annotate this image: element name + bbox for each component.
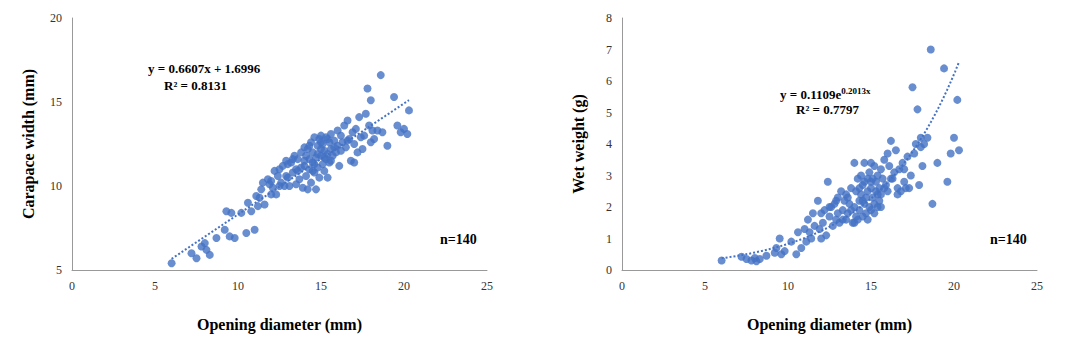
svg-text:15: 15 xyxy=(865,279,877,293)
svg-text:R² = 0.7797: R² = 0.7797 xyxy=(796,102,859,117)
svg-text:n=140: n=140 xyxy=(990,232,1027,247)
svg-text:Opening diameter (mm): Opening diameter (mm) xyxy=(747,316,912,334)
svg-text:25: 25 xyxy=(481,279,493,293)
svg-text:2: 2 xyxy=(606,200,612,214)
svg-text:4: 4 xyxy=(606,137,612,151)
svg-text:20: 20 xyxy=(948,279,960,293)
svg-text:y = 0.6607x + 1.6996: y = 0.6607x + 1.6996 xyxy=(148,61,261,76)
svg-text:3: 3 xyxy=(606,169,612,183)
svg-text:7: 7 xyxy=(606,43,612,57)
svg-text:10: 10 xyxy=(782,279,794,293)
svg-text:Carapace width (mm): Carapace width (mm) xyxy=(20,69,38,219)
svg-text:5: 5 xyxy=(702,279,708,293)
svg-text:10: 10 xyxy=(50,179,62,193)
svg-text:1: 1 xyxy=(606,232,612,246)
svg-text:n=140: n=140 xyxy=(440,232,477,247)
svg-text:0: 0 xyxy=(619,279,625,293)
svg-text:0: 0 xyxy=(69,279,75,293)
svg-text:25: 25 xyxy=(1031,279,1043,293)
svg-text:5: 5 xyxy=(606,106,612,120)
svg-text:20: 20 xyxy=(50,11,62,25)
svg-text:0.2013x: 0.2013x xyxy=(841,86,871,96)
svg-text:8: 8 xyxy=(606,11,612,25)
svg-text:R² = 0.8131: R² = 0.8131 xyxy=(164,78,227,93)
svg-text:6: 6 xyxy=(606,74,612,88)
svg-text:y = 0.1109e: y = 0.1109e xyxy=(780,87,841,102)
svg-text:15: 15 xyxy=(50,95,62,109)
svg-text:Opening diameter (mm): Opening diameter (mm) xyxy=(197,316,362,334)
svg-text:10: 10 xyxy=(232,279,244,293)
svg-text:5: 5 xyxy=(152,279,158,293)
svg-text:5: 5 xyxy=(56,263,62,277)
svg-text:20: 20 xyxy=(398,279,410,293)
svg-text:0: 0 xyxy=(606,263,612,277)
svg-text:15: 15 xyxy=(315,279,327,293)
svg-text:Wet weight (g): Wet weight (g) xyxy=(570,94,588,194)
